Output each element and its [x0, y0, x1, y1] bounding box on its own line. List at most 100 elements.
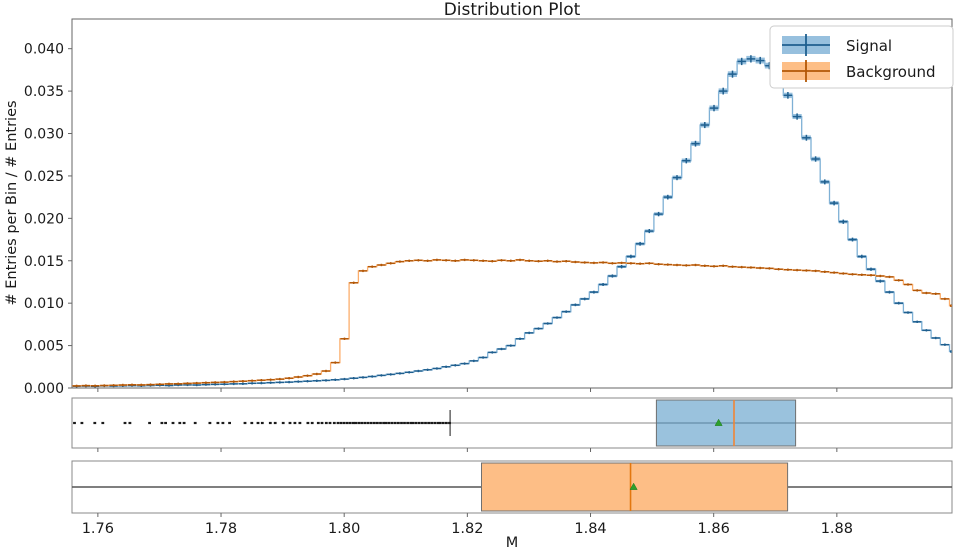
flier [164, 421, 167, 425]
mean-marker [714, 418, 723, 426]
flier [182, 421, 186, 425]
y-tick-label: 0.020 [24, 211, 64, 227]
x-tick-label: 1.82 [451, 521, 483, 537]
x-tick-label: 1.84 [574, 521, 606, 537]
background-error-markers [72, 258, 952, 388]
chart-title: Distribution Plot [444, 0, 581, 20]
flier [357, 421, 361, 425]
flier [363, 421, 367, 425]
flier [366, 421, 370, 425]
flier [421, 421, 424, 425]
flier [342, 421, 346, 425]
flier [93, 421, 97, 425]
flier [320, 421, 324, 425]
flier [411, 421, 415, 425]
flier [273, 421, 277, 425]
y-tick-label: 0.005 [24, 339, 64, 355]
y-tick-label: 0.040 [24, 42, 64, 58]
y-tick-label: 0.035 [24, 84, 64, 100]
flier [256, 421, 260, 425]
flier [400, 421, 403, 425]
iqr-box [655, 399, 797, 447]
flier [171, 421, 175, 425]
flier [73, 421, 76, 425]
flier [441, 421, 445, 425]
flier [397, 421, 400, 425]
flier [324, 421, 328, 425]
flier [250, 421, 254, 425]
boxplot-x-ticks [97, 448, 838, 452]
flier [228, 421, 231, 425]
flier [328, 421, 332, 425]
flier [260, 421, 264, 425]
flier [345, 421, 349, 425]
flier [406, 421, 409, 425]
flier [208, 421, 212, 425]
x-tick-label: 1.78 [205, 521, 237, 537]
flier [268, 421, 272, 425]
flier [339, 421, 343, 425]
flier [379, 421, 382, 425]
flier [360, 421, 364, 425]
flier [332, 421, 336, 425]
flier [352, 421, 355, 425]
flier [101, 421, 105, 425]
flier [369, 421, 373, 425]
y-tick-label: 0.000 [24, 381, 64, 397]
flier [433, 421, 437, 425]
flier [306, 421, 310, 425]
flier [193, 421, 197, 425]
flier [310, 421, 314, 425]
flier [448, 421, 451, 425]
signal-boxplot [71, 397, 953, 452]
flier [376, 421, 379, 425]
flier [80, 421, 84, 425]
plot-dynamic-layer: 0.000 0.005 0.010 0.015 0.020 0.025 0.030 0.035… [24, 18, 953, 537]
signal-histogram [72, 55, 952, 388]
y-tick-label: 0.025 [24, 169, 64, 185]
x-tick-label: 1.88 [821, 521, 853, 537]
boxplot-x-ticks [97, 513, 838, 517]
flier [298, 421, 302, 425]
flier [438, 421, 442, 425]
flier [430, 421, 433, 425]
y-axis-label: # Entries per Bin / # Entries [4, 100, 20, 305]
background-histogram [72, 258, 952, 388]
x-tick-label: 1.80 [328, 521, 360, 537]
flier [414, 421, 418, 425]
flier [336, 421, 340, 425]
legend-entry-signal: Signal [782, 34, 892, 56]
flier [216, 421, 220, 425]
background-boxplot [71, 460, 953, 517]
flier [409, 421, 413, 425]
flier [390, 421, 394, 425]
x-tick-label: 1.86 [698, 521, 730, 537]
main-x-ticks [97, 388, 838, 392]
x-axis-tick-labels: 1.76 1.78 1.80 1.82 1.84 1.86 1.88 [82, 521, 853, 537]
y-tick-label: 0.030 [24, 127, 64, 143]
flier [424, 421, 427, 425]
flier [403, 421, 406, 425]
flier [221, 421, 225, 425]
flier [243, 421, 247, 425]
x-tick-label: 1.76 [82, 521, 114, 537]
signal-error-markers [72, 55, 952, 388]
flier-points [73, 421, 451, 425]
flier [382, 421, 385, 425]
mean-marker [629, 482, 638, 490]
flier [384, 421, 388, 425]
legend-entry-background: Background [782, 60, 936, 82]
flier [288, 421, 292, 425]
flier [348, 421, 352, 425]
legend: Signal Background [769, 25, 954, 89]
y-axis-ticks: 0.000 0.005 0.010 0.015 0.020 0.025 0.030 0.035… [24, 42, 72, 397]
flier [354, 421, 358, 425]
flier [293, 421, 297, 425]
y-tick-label: 0.010 [24, 296, 64, 312]
flier [148, 421, 151, 425]
flier [417, 421, 421, 425]
flier [436, 421, 440, 425]
y-tick-label: 0.015 [24, 254, 64, 270]
